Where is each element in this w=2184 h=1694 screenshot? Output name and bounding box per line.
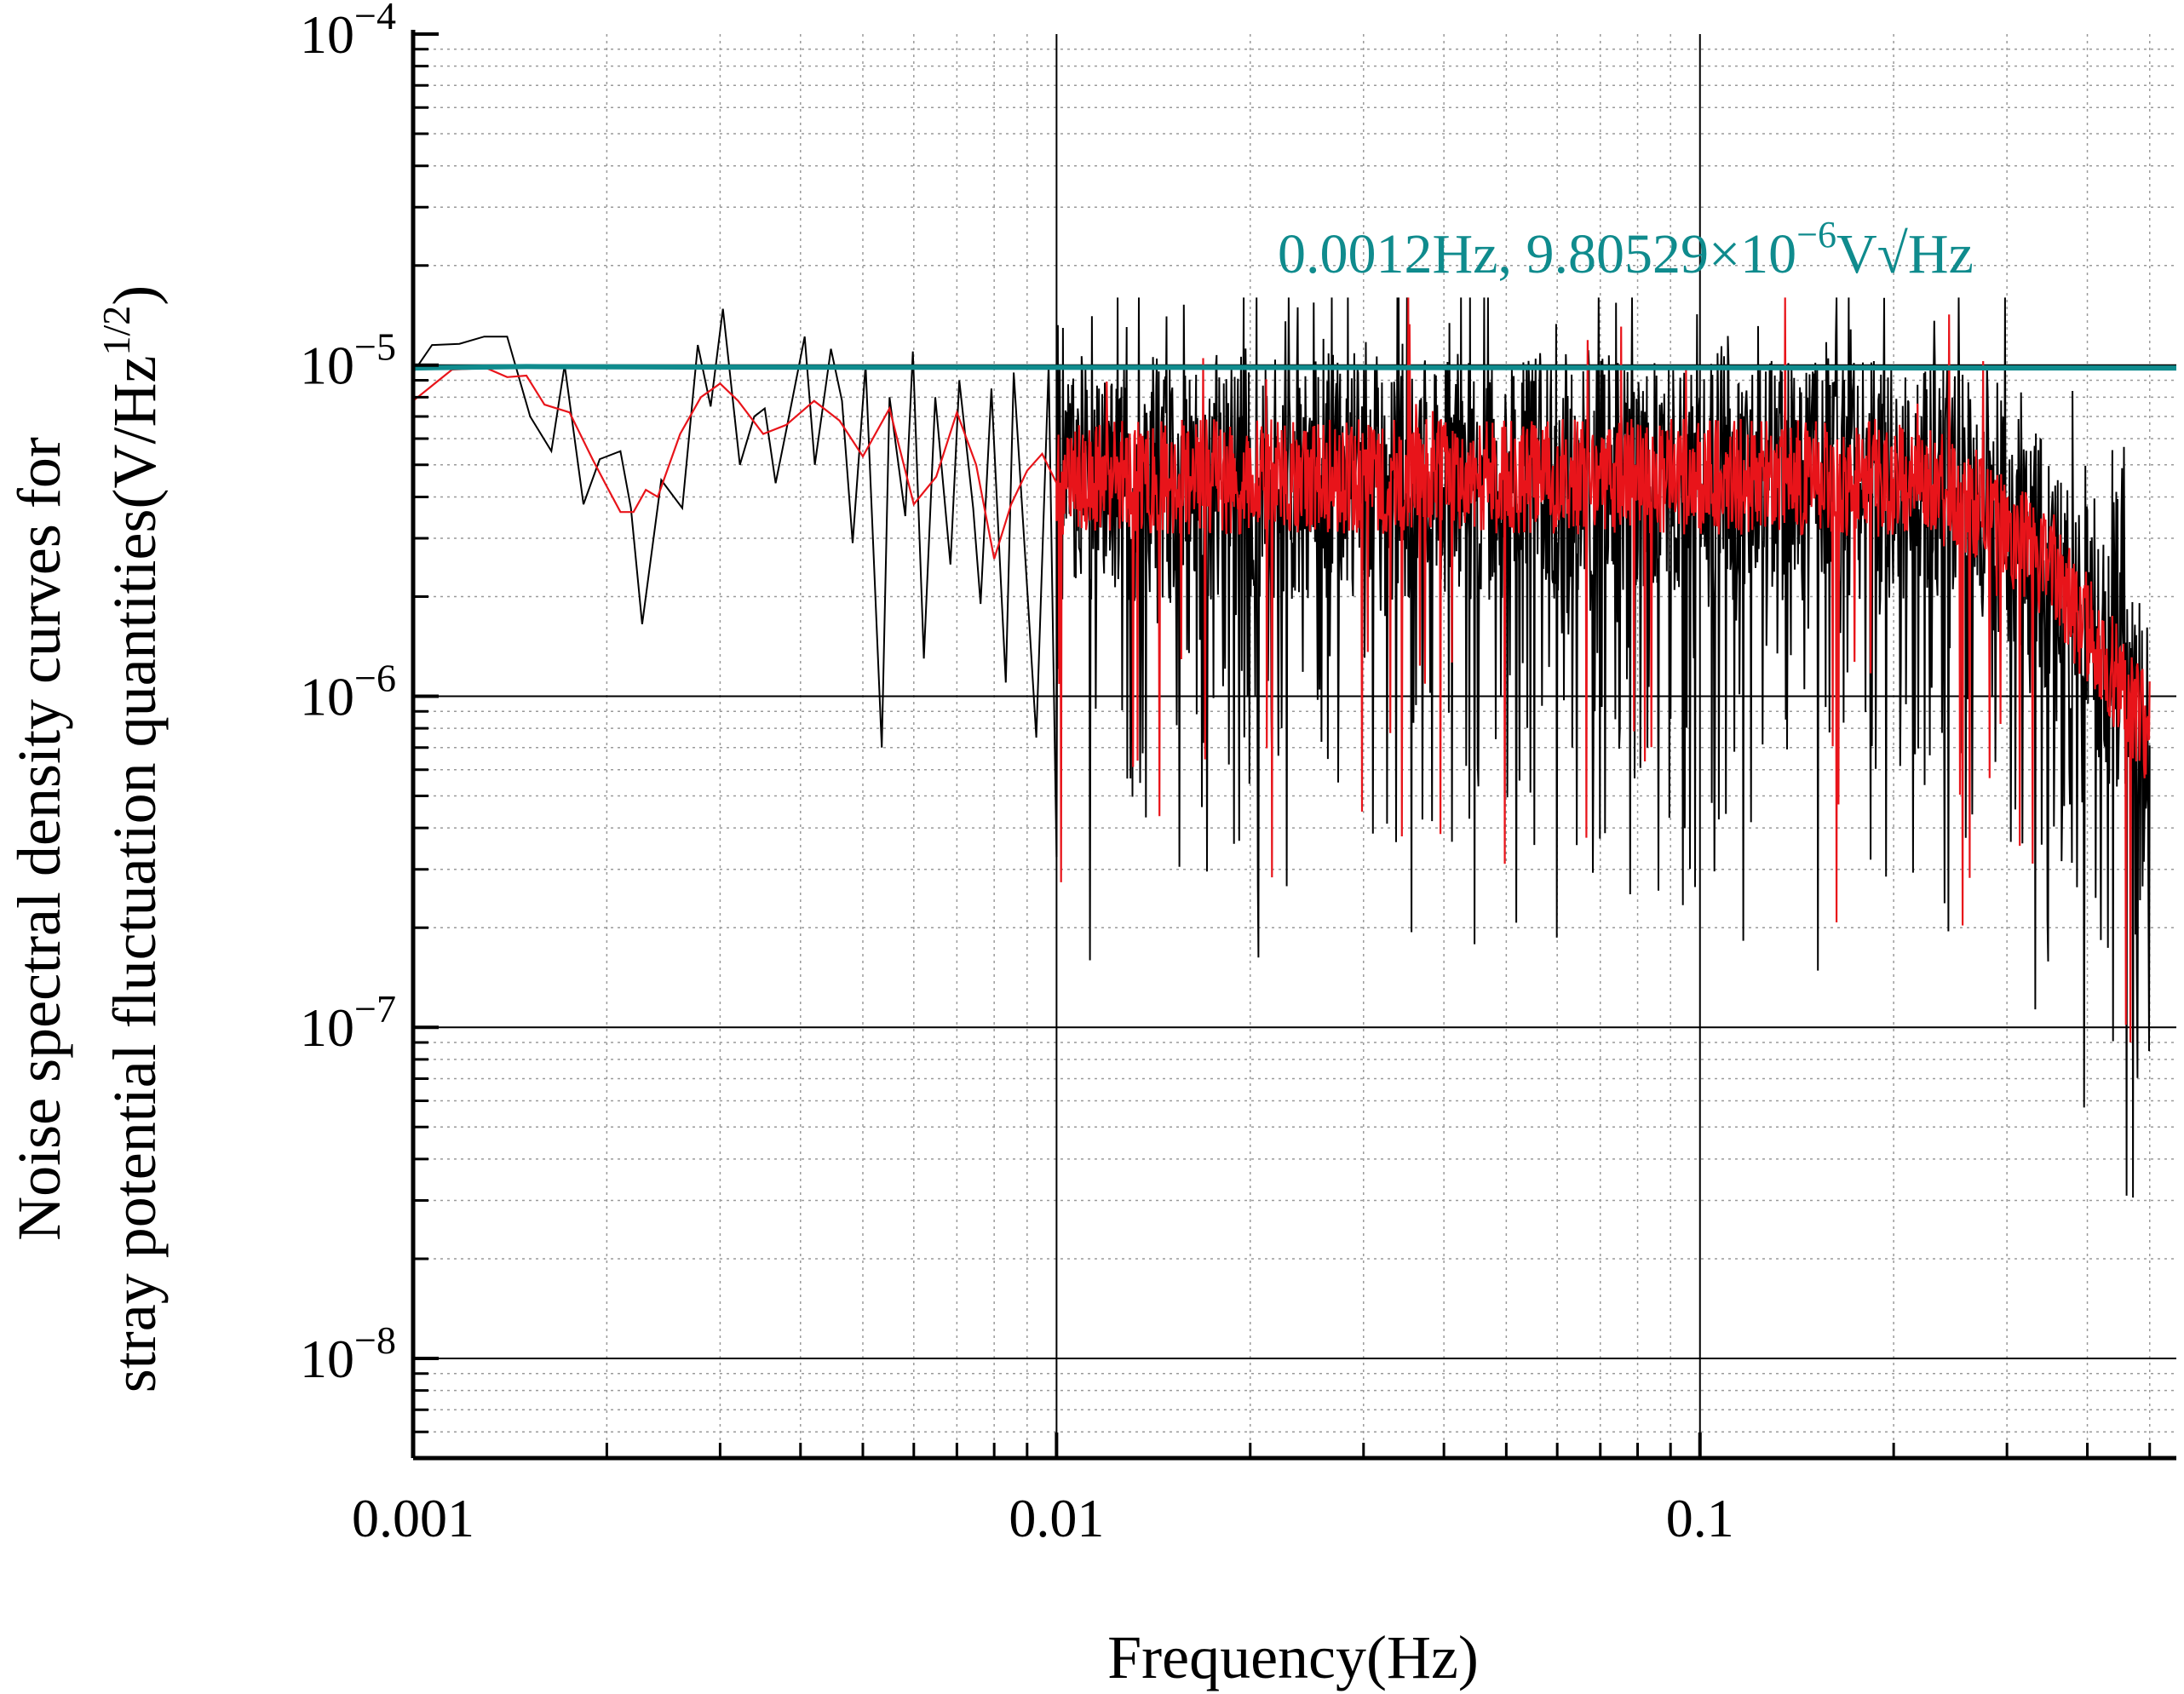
y-tick-base: 10 bbox=[300, 4, 354, 65]
y-axis-label: Noise spectral density curves for stray … bbox=[5, 285, 169, 1393]
y-tick-label: 10−8 bbox=[300, 1318, 396, 1389]
series-line-smoothed bbox=[412, 297, 2151, 1043]
svg-text:stray potential fluctuation qu: stray potential fluctuation quantities(V… bbox=[95, 285, 169, 1393]
annotation-main: 0.0012Hz, 9.80529×10 bbox=[1278, 223, 1796, 285]
ticks bbox=[411, 32, 2152, 1460]
y-axis-label-line2: stray potential fluctuation quantities(V… bbox=[101, 356, 169, 1393]
y-tick-base: 10 bbox=[300, 666, 354, 726]
series-layer bbox=[412, 297, 2177, 1198]
x-tick-label: 0.01 bbox=[1009, 1488, 1104, 1548]
y-axis-label-close: ) bbox=[101, 285, 169, 306]
y-tick-label: 10−7 bbox=[300, 987, 396, 1058]
y-tick-base: 10 bbox=[300, 336, 354, 396]
svg-text:Noise spectral density curves: Noise spectral density curves for bbox=[5, 437, 73, 1241]
reference-annotation: 0.0012Hz, 9.80529×10−6V√Hz bbox=[1278, 214, 1974, 285]
y-tick-exponent: −4 bbox=[354, 0, 396, 37]
x-tick-label: 0.001 bbox=[352, 1488, 474, 1548]
y-tick-exponent: −6 bbox=[354, 656, 396, 699]
x-axis-label: Frequency(Hz) bbox=[1107, 1623, 1479, 1691]
y-tick-exponent: −8 bbox=[354, 1318, 396, 1362]
y-axis-label-exponent: 1/2 bbox=[95, 306, 138, 356]
y-tick-exponent: −5 bbox=[354, 325, 396, 369]
x-tick-label: 0.1 bbox=[1666, 1488, 1734, 1548]
minor-grid bbox=[413, 34, 2176, 1459]
y-tick-label: 10−6 bbox=[300, 656, 396, 726]
annotation-tail: V√Hz bbox=[1836, 223, 1974, 285]
series-line-reference bbox=[412, 364, 2177, 371]
axes bbox=[411, 30, 2176, 1461]
y-tick-base: 10 bbox=[300, 1329, 354, 1389]
y-tick-base: 10 bbox=[300, 997, 354, 1058]
tick-labels: 0.001 0.01 0.110−410−510−610−710−8 bbox=[300, 0, 1734, 1548]
y-tick-label: 10−4 bbox=[300, 0, 396, 65]
annotation-exponent: −6 bbox=[1796, 214, 1836, 256]
y-tick-label: 10−5 bbox=[300, 325, 396, 396]
y-axis-label-line1: Noise spectral density curves for bbox=[5, 437, 73, 1241]
y-tick-exponent: −7 bbox=[354, 987, 396, 1031]
